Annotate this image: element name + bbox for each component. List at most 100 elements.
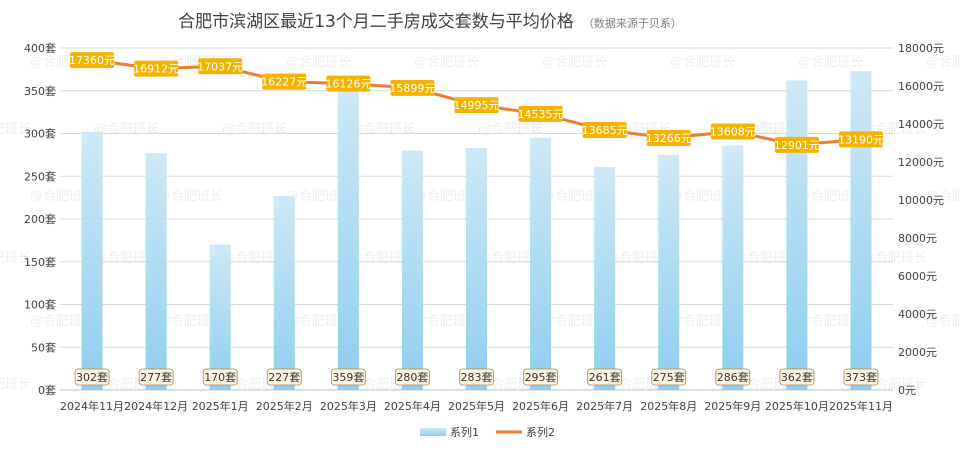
bar	[337, 83, 359, 391]
watermark-text: @合肥班长	[414, 314, 479, 329]
watermark-text: @合肥班长	[798, 189, 863, 204]
x-tick-label: 2025年2月	[256, 399, 313, 413]
bar-series: 302套 277套 170套 227套 359套 280套 283套 295套 261套 275套…	[74, 71, 879, 391]
bar-label: 373套	[845, 371, 877, 384]
watermark-text: @合肥班长	[926, 55, 960, 70]
line-label-box	[134, 60, 179, 77]
bar	[209, 244, 231, 390]
x-tick-label: 2025年11月	[829, 399, 893, 413]
chart-subtitle: （数据来源于贝系）	[583, 16, 682, 30]
bar-label: 227套	[268, 371, 300, 384]
left-axis-ticks: 0套 50套 100套 150套 200套 250套 300套 350套 400套	[24, 42, 56, 397]
legend-label-line: 系列2	[526, 425, 555, 439]
bar-label-box	[715, 368, 751, 386]
bar	[530, 137, 552, 390]
left-tick-label: 150套	[24, 256, 56, 269]
x-tick-label: 2025年3月	[320, 399, 377, 413]
watermark-text: @合肥班长	[0, 251, 31, 266]
legend-swatch-bars	[420, 428, 446, 436]
line-label: 13190元	[838, 133, 884, 146]
bar-label-box	[779, 368, 815, 386]
line-label: 12901元	[774, 139, 820, 152]
x-axis-ticks: 2024年11月 2024年12月 2025年1月 2025年2月 2025年3月 202…	[60, 399, 893, 413]
watermark-text: @合肥班长	[414, 189, 479, 204]
line-label-box	[710, 123, 755, 140]
watermark-text: @合肥班长	[542, 55, 607, 70]
watermark-text: @合肥班长	[158, 189, 223, 204]
legend-label-bars: 系列1	[450, 425, 479, 439]
bar-label-box	[523, 368, 558, 386]
watermark-text: @合肥班长	[670, 189, 735, 204]
line-label-box	[646, 129, 691, 146]
right-axis-ticks: 0元 2000元 4000元 6000元 8000元 10000元 12000元 14000元…	[898, 42, 944, 397]
left-tick-label: 350套	[24, 85, 56, 98]
line-label: 16227元	[261, 76, 307, 89]
right-tick-label: 2000元	[898, 346, 937, 359]
right-tick-label: 14000元	[898, 118, 944, 131]
bar-label: 280套	[396, 371, 428, 384]
right-tick-label: 6000元	[898, 270, 937, 283]
left-tick-label: 400套	[24, 42, 56, 55]
watermark-text: @合肥班长	[478, 122, 543, 137]
x-tick-label: 2025年7月	[576, 399, 633, 413]
bar	[594, 166, 616, 390]
bar-label: 261套	[589, 371, 621, 384]
bar-label-box	[843, 368, 879, 386]
bar	[145, 153, 167, 390]
right-tick-label: 16000元	[898, 80, 944, 93]
watermark-text: @合肥班长	[862, 251, 927, 266]
line-label: 13608元	[710, 125, 756, 138]
bar-label-box	[395, 368, 430, 386]
x-tick-label: 2025年8月	[640, 399, 697, 413]
line-label-box	[70, 52, 115, 69]
x-tick-label: 2025年10月	[765, 399, 829, 413]
watermark-text: @合肥班长	[542, 189, 607, 204]
line-label: 13266元	[646, 132, 692, 145]
line-label-box	[518, 105, 563, 122]
bar	[786, 80, 808, 391]
bar-label-box	[202, 368, 238, 386]
watermark-text: @合肥班长	[350, 122, 415, 137]
left-tick-label: 250套	[24, 170, 56, 183]
line-label-box	[262, 73, 307, 90]
bar	[81, 131, 103, 391]
bar-label: 275套	[653, 371, 685, 384]
bar-label-box	[138, 368, 174, 386]
right-tick-label: 8000元	[898, 232, 937, 245]
x-tick-label: 2025年9月	[704, 399, 761, 413]
line-label: 14995元	[454, 99, 500, 112]
line-label: 16126元	[325, 78, 371, 91]
bar-label: 302套	[76, 371, 108, 384]
watermark-text: @合肥班长	[0, 122, 31, 137]
right-tick-label: 4000元	[898, 308, 937, 321]
line-label-box	[326, 75, 371, 92]
x-tick-label: 2025年1月	[192, 399, 249, 413]
left-tick-label: 300套	[24, 128, 56, 141]
line-label-box	[454, 97, 499, 114]
right-tick-label: 10000元	[898, 194, 944, 207]
watermark-text: @合肥班长	[670, 314, 735, 329]
left-tick-label: 0套	[38, 384, 56, 397]
line-series: 17360元 16912元 17037元 16227元 16126元 15899元 1499…	[69, 52, 884, 153]
watermark-text: @合肥班长	[286, 314, 351, 329]
left-tick-label: 100套	[24, 299, 56, 312]
watermark-text: @合肥班长	[286, 55, 351, 70]
bar	[850, 71, 872, 391]
bar	[466, 148, 487, 390]
right-tick-label: 0元	[898, 384, 916, 397]
line-label: 15899元	[389, 82, 435, 95]
line-label: 13685元	[582, 124, 628, 137]
bar-label: 362套	[781, 371, 813, 384]
watermark-text: @合肥班长	[798, 314, 863, 329]
line-label-box	[774, 136, 819, 153]
x-tick-label: 2024年12月	[124, 399, 188, 413]
bar-label: 170套	[204, 371, 236, 384]
watermark-text: @合肥班长	[30, 314, 95, 329]
right-tick-label: 12000元	[898, 156, 944, 169]
watermark-text: @合肥班长	[798, 55, 863, 70]
bar	[722, 145, 744, 390]
bar-label: 286套	[717, 371, 749, 384]
watermark-text: @合肥班长	[286, 189, 351, 204]
bar-label: 295套	[525, 371, 557, 384]
right-tick-label: 18000元	[898, 42, 944, 55]
